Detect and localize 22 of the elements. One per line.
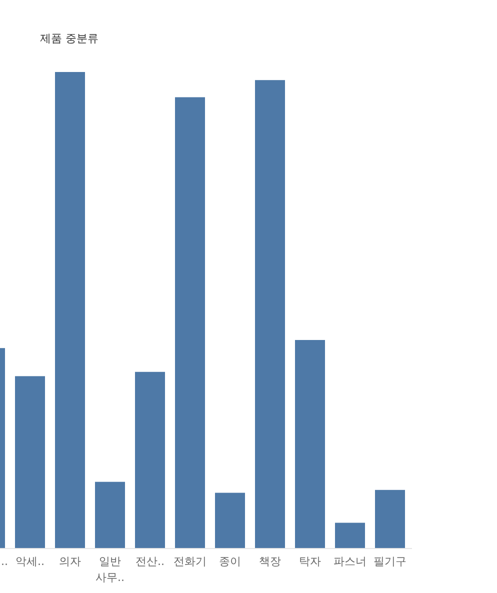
chart-title: 제품 중분류 — [40, 32, 98, 45]
x-tick-label: 파스너 — [334, 555, 366, 568]
bar — [335, 522, 365, 548]
x-tick-label: 필기구 — [374, 555, 406, 568]
x-tick-label: 전산.. — [136, 555, 164, 568]
x-tick-label: 의자 — [59, 555, 81, 568]
bar — [15, 376, 45, 548]
bar — [295, 340, 325, 548]
x-tick-label: 일반 사무.. — [96, 555, 124, 584]
bar — [95, 482, 125, 548]
bar — [255, 80, 285, 548]
x-tick-label: 탁자 — [299, 555, 321, 568]
bar — [55, 72, 85, 548]
bar — [135, 372, 165, 548]
bar — [375, 490, 405, 548]
bar — [175, 97, 205, 548]
bar — [215, 492, 245, 548]
x-tick-label: 전화기 — [174, 555, 206, 568]
x-tick-label: 악세.. — [16, 555, 44, 568]
x-tick-label: .. — [1, 555, 8, 568]
x-tick-label: 종이 — [219, 555, 241, 568]
x-tick-label: 책장 — [259, 555, 281, 568]
